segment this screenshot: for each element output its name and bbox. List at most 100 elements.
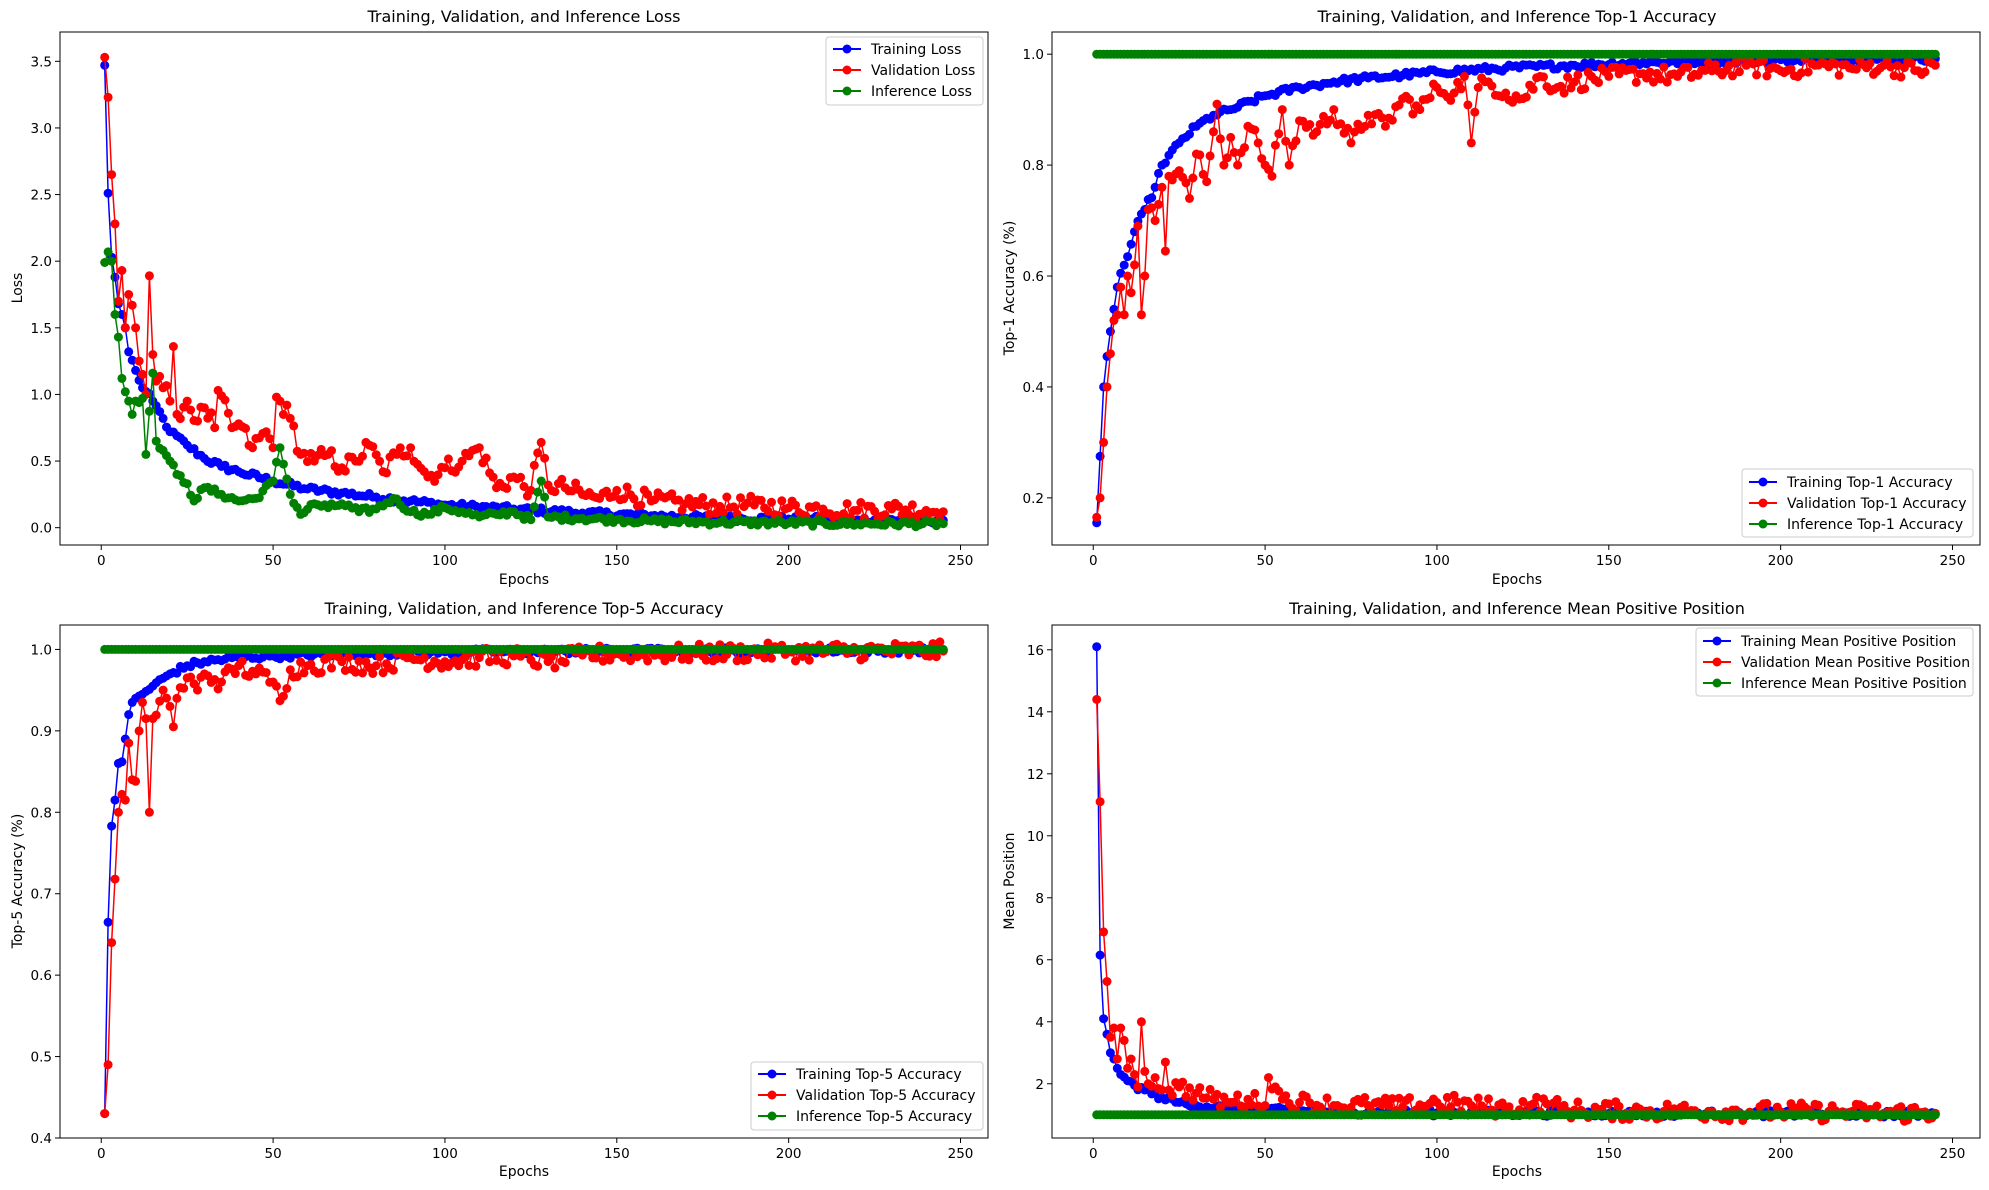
data-point [340,466,350,476]
data-point [1659,62,1669,72]
data-point [1405,95,1414,104]
chart-title: Training, Validation, and Inference Mean… [1288,599,1745,618]
data-point [629,494,639,504]
legend-entry: Validation Top-1 Accuracy [1749,496,1967,512]
data-point [729,502,739,512]
axes-frame [59,624,989,1139]
data-point [636,500,646,510]
data-point [210,423,220,433]
data-point [100,258,110,267]
data-point [443,454,453,464]
data-point [134,726,144,736]
legend-label: Validation Mean Positive Position [1741,655,1970,671]
data-point [1229,1097,1239,1107]
data-point [440,463,450,473]
data-point [278,410,288,419]
data-point [430,476,440,486]
chart-title: Training, Validation, and Inference Top-… [1316,7,1716,26]
y-axis-label: Top-5 Accuracy (%) [10,814,26,950]
y-tick-label: 0.2 [1023,491,1044,507]
data-point [904,510,914,520]
data-point [1160,1057,1170,1067]
data-point [1363,110,1373,120]
data-point [488,472,498,482]
data-point [1102,382,1112,392]
data-point [124,710,134,720]
legend-label: Training Loss [870,42,961,58]
data-point [299,448,309,458]
data-point [1140,271,1150,281]
data-point [1762,71,1772,81]
data-point [1167,1090,1177,1100]
data-point [127,409,137,419]
data-point [1126,1054,1136,1064]
data-point [464,661,474,670]
data-point [1786,64,1796,74]
data-point [1116,282,1126,292]
axes-frame [1051,624,1981,1139]
y-tick-label: 0.6 [1023,269,1044,285]
data-point [1154,168,1163,178]
data-point [708,498,718,508]
x-tick-label: 100 [1424,1146,1450,1162]
data-point [842,499,852,509]
legend-entry: Training Top-1 Accuracy [1749,475,1953,491]
data-point [1569,77,1579,87]
data-point [299,668,309,678]
data-point [1405,1093,1414,1103]
data-point [1803,67,1813,77]
data-point [193,493,202,503]
data-point [1649,77,1658,87]
data-point [1463,100,1473,110]
data-point [131,776,141,786]
data-point [1233,160,1243,170]
data-point [1360,1093,1370,1102]
data-point [571,478,581,488]
data-point [1185,1083,1194,1093]
data-point [1133,1082,1143,1092]
data-point [282,684,292,693]
x-tick-label: 50 [1257,553,1274,569]
data-point [292,672,302,682]
legend-frame [1695,627,1974,697]
x-tick-label: 250 [1940,1146,1966,1162]
legend-label: Inference Loss [871,84,972,100]
y-tick-label: 12 [1027,767,1044,783]
data-point [127,300,137,310]
y-tick-label: 6 [1035,953,1044,969]
data-point [1322,1093,1332,1103]
data-point [907,500,917,510]
x-tick-label: 50 [265,553,282,569]
data-point [1174,166,1184,176]
data-point [1116,268,1126,278]
x-tick-label: 200 [776,553,802,569]
data-point [1095,493,1105,503]
data-point [859,653,869,663]
data-point [433,470,443,480]
data-point [138,393,147,403]
data-point [502,483,512,493]
data-point [1930,49,1940,59]
data-point [1202,1093,1212,1103]
data-point [254,493,264,503]
data-point [1150,182,1160,192]
data-point [1277,105,1287,115]
data-point [1198,169,1208,179]
data-point [1305,1098,1315,1108]
x-tick-label: 100 [432,553,458,569]
data-point [316,668,326,678]
data-point [516,472,526,482]
data-point [1099,927,1109,937]
data-point [492,656,501,665]
data-point [344,652,354,662]
data-point [1415,105,1425,115]
x-tick-label: 200 [1768,1146,1794,1162]
data-point [113,807,123,817]
chart-loss: Training, Validation, and Inference Loss… [10,7,989,588]
data-point [777,496,787,506]
data-point [285,665,295,675]
data-point [1281,136,1291,146]
data-point [124,738,134,748]
chart-top5-accuracy: Training, Validation, and Inference Top-… [10,599,989,1180]
data-point [481,453,491,463]
